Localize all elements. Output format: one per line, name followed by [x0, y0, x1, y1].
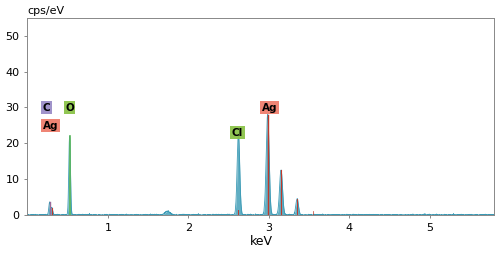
Text: Cl: Cl — [232, 128, 243, 138]
Text: Ag: Ag — [262, 103, 277, 113]
Text: cps/eV: cps/eV — [28, 6, 64, 15]
Text: O: O — [65, 103, 74, 113]
X-axis label: keV: keV — [250, 235, 272, 248]
Text: C: C — [42, 103, 50, 113]
Text: Ag: Ag — [42, 121, 58, 131]
